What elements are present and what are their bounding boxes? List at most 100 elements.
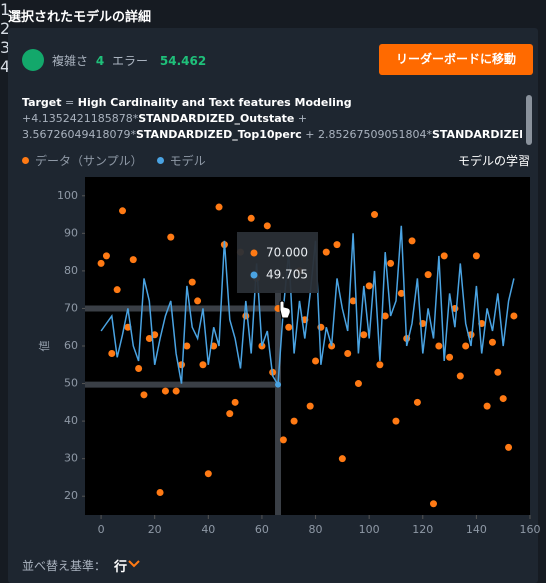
data-point xyxy=(381,312,389,320)
x-tick-label: 100 xyxy=(359,523,380,536)
data-point xyxy=(462,342,470,350)
chart: 値 20 30 40 50 60 70 80 90 100 0 20 40 60 80 100 120 140 1… xyxy=(38,177,541,536)
y-tick-label: 50 xyxy=(64,377,78,390)
legend-item: モデル xyxy=(156,154,206,168)
data-point xyxy=(376,361,384,369)
y-tick-label: 40 xyxy=(64,414,78,427)
x-tick-label: 20 xyxy=(148,523,162,536)
data-point xyxy=(499,395,507,403)
sort-label: 並べ替え基準： xyxy=(22,559,107,573)
data-point xyxy=(102,252,110,260)
tooltip xyxy=(237,232,318,293)
data-point xyxy=(429,500,437,508)
formula-segment: STANDARDIZED_Outstate xyxy=(138,112,295,125)
data-point xyxy=(488,338,496,346)
error-label: エラー xyxy=(112,54,149,68)
legend-dot xyxy=(156,157,164,164)
data-point xyxy=(397,289,405,297)
formula-segment: Target xyxy=(22,96,62,109)
formula-segment: STANDARDIZED_Enroll xyxy=(431,128,522,141)
x-tick-label: 0 xyxy=(98,523,105,536)
formula-segment: +4.1352421185878* xyxy=(22,112,139,125)
scrollbar xyxy=(526,95,532,145)
data-point xyxy=(290,417,298,425)
legend: データ（サンプル） モデル xyxy=(22,152,220,169)
train-link[interactable]: モデルの学習 xyxy=(458,154,531,168)
data-point xyxy=(344,350,352,358)
data-point xyxy=(188,278,196,286)
badge: 4 xyxy=(0,57,11,76)
data-point xyxy=(510,312,518,320)
data-point xyxy=(392,417,400,425)
data-point xyxy=(194,297,202,305)
tooltip-value: 49.705 xyxy=(266,268,308,282)
data-point xyxy=(108,350,116,358)
error-value: 54.462 xyxy=(159,54,207,68)
data-point xyxy=(333,241,341,249)
hover-point xyxy=(275,381,282,388)
x-tick-label: 60 xyxy=(255,523,269,536)
y-tick-label: 20 xyxy=(64,489,78,502)
data-point xyxy=(349,297,357,305)
sort-value[interactable]: 行 xyxy=(114,560,128,575)
data-point xyxy=(204,470,212,478)
y-tick-label: 30 xyxy=(64,452,78,465)
formula-line: Target = High Cardinality and Text featu… xyxy=(22,95,522,111)
formula-segment: 3.56726049418079* xyxy=(22,128,136,141)
badge: 2 xyxy=(0,19,11,38)
data-point xyxy=(172,387,180,395)
data-point xyxy=(365,282,373,290)
data-point xyxy=(279,436,287,444)
data-point xyxy=(119,207,127,215)
data-point xyxy=(322,248,330,256)
badge: 1 xyxy=(0,0,11,19)
legend-item: データ（サンプル） xyxy=(22,154,143,168)
data-point xyxy=(494,368,502,376)
model-line xyxy=(100,225,515,388)
formula-segment: + xyxy=(294,112,308,125)
formula-line: 3.56726049418079*STANDARDIZED_Top10perc … xyxy=(22,127,522,143)
data-point xyxy=(338,455,346,463)
data-point xyxy=(424,271,432,279)
data-point xyxy=(371,211,379,219)
data-point xyxy=(483,402,491,410)
tooltip-dot xyxy=(250,271,258,279)
data-point xyxy=(413,398,421,406)
y-tick-label: 70 xyxy=(64,301,78,314)
legend-dot xyxy=(22,157,29,164)
complexity-label: 複雑さ xyxy=(52,54,89,68)
data-point xyxy=(446,353,454,361)
data-point xyxy=(113,286,121,294)
data-point xyxy=(129,256,137,264)
data-point xyxy=(505,443,513,451)
data-point xyxy=(387,259,395,267)
data-point xyxy=(285,323,293,331)
x-tick-label: 140 xyxy=(466,523,487,536)
header-title: 選択されたモデルの詳細 xyxy=(8,10,152,25)
y-tick-label: 90 xyxy=(64,226,78,239)
data-point xyxy=(456,372,464,380)
data-point xyxy=(263,222,271,230)
data-point xyxy=(231,398,239,406)
formula-segment: STANDARDIZED_Top10perc xyxy=(135,128,302,141)
data-point xyxy=(306,402,314,410)
data-point xyxy=(435,342,443,350)
x-tick-label: 120 xyxy=(412,523,433,536)
data-point xyxy=(140,391,148,399)
y-tick-label: 60 xyxy=(64,339,78,352)
y-tick-label: 80 xyxy=(64,264,78,277)
data-point xyxy=(226,410,234,418)
chevron[interactable] xyxy=(127,558,141,570)
data-point xyxy=(408,237,416,245)
x-tick-label: 40 xyxy=(201,523,215,536)
data-point xyxy=(354,380,362,388)
tooltip-value: 70.000 xyxy=(266,246,308,260)
leaderboard-button[interactable]: リーダーボードに移動 xyxy=(379,44,533,75)
tooltip-dot xyxy=(250,249,258,257)
legend-label: データ（サンプル） xyxy=(35,154,143,168)
data-point xyxy=(440,252,448,260)
data-point xyxy=(183,342,191,350)
formula: Target = High Cardinality and Text featu… xyxy=(22,95,522,143)
data-point xyxy=(135,365,143,373)
